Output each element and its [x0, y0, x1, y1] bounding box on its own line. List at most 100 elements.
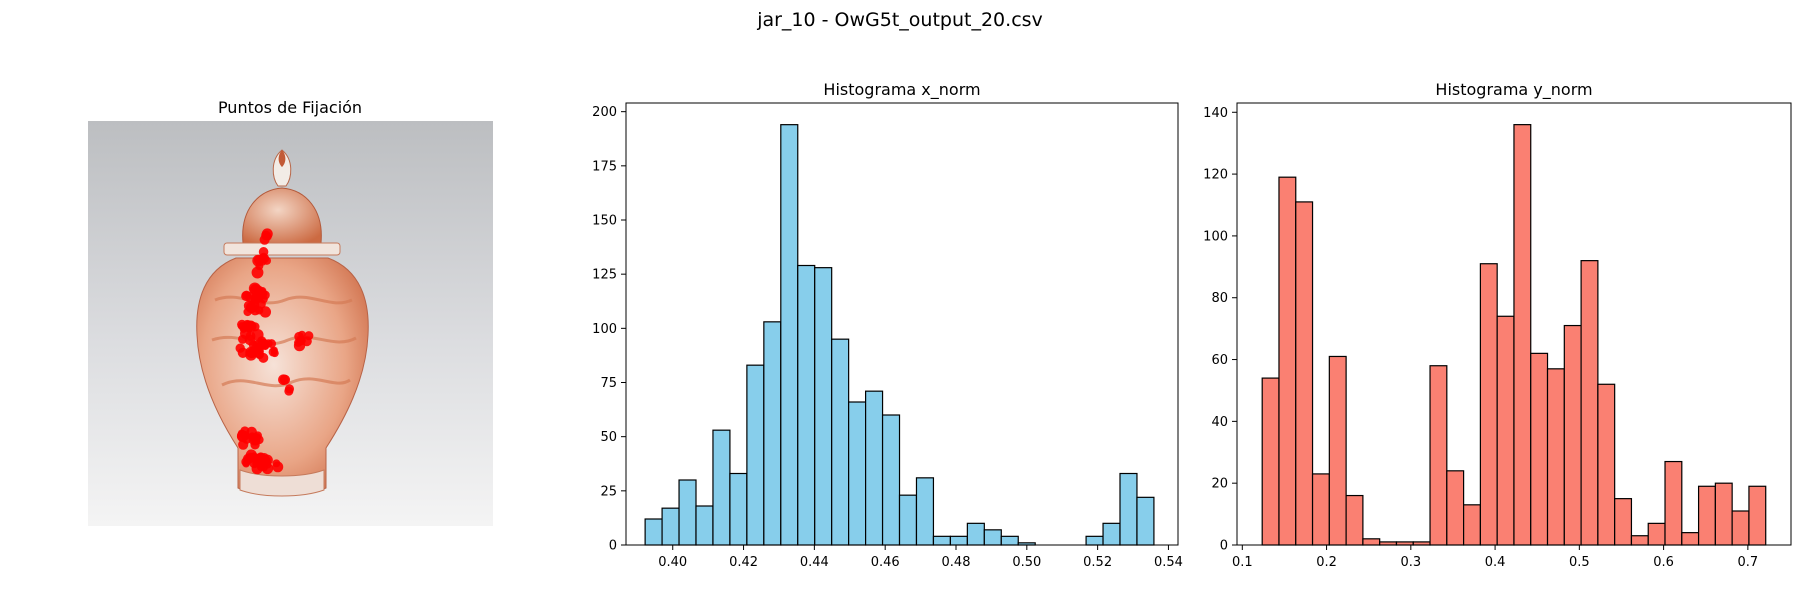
- histogram-x-norm: Histograma x_norm 0.40 0.42 0.44 0.46 0.48 0.…: [592, 80, 1183, 570]
- histogram-bar: [1513, 124, 1532, 546]
- histogram-bar: [1697, 485, 1716, 546]
- fixation-point: [256, 463, 265, 471]
- fixation-point: [279, 374, 291, 385]
- fixation-point: [294, 338, 303, 347]
- histogram-bar: [1463, 504, 1481, 546]
- histogram-bar: [678, 479, 697, 546]
- fixation-point: [249, 458, 259, 469]
- histogram-bar: [1614, 498, 1633, 546]
- histogram-bar: [1748, 485, 1767, 546]
- histogram-bar: [1345, 494, 1364, 546]
- y-tick-label: 200: [592, 105, 617, 120]
- fixation-point: [258, 352, 269, 363]
- fixation-point: [244, 320, 257, 333]
- histogram-bar: [1597, 383, 1616, 546]
- fixation-point: [284, 384, 295, 394]
- fixation-point: [255, 306, 264, 315]
- fixation-point: [243, 300, 255, 312]
- plot-frame: [1236, 102, 1792, 546]
- x-tick-label: 0.5: [1569, 555, 1590, 570]
- histogram-bar: [1563, 324, 1582, 546]
- x-tick-label: 0.52: [1083, 555, 1112, 570]
- fixation-point: [257, 456, 267, 466]
- jar-image: [88, 121, 493, 526]
- jar-lid: [242, 187, 322, 244]
- y-tick-label: 150: [592, 214, 617, 229]
- histogram-bar: [712, 429, 731, 546]
- histogram-bar: [729, 472, 748, 546]
- fixation-point: [267, 339, 277, 348]
- x-tick-label: 0.54: [1154, 555, 1183, 570]
- y-tick-label: 60: [1211, 353, 1228, 368]
- jar-foot: [239, 469, 325, 497]
- histogram-bar: [1630, 535, 1649, 546]
- fixation-point: [240, 426, 250, 436]
- histogram-bar: [1119, 472, 1138, 546]
- histogram-bar: [1000, 535, 1019, 546]
- jar-finial: [272, 149, 292, 187]
- histogram-bar: [1085, 535, 1104, 546]
- histogram-bar: [1362, 538, 1381, 546]
- histogram-bar: [1681, 532, 1700, 546]
- x-tick-label: 0.44: [800, 555, 829, 570]
- x-tick-label: 0.46: [871, 555, 900, 570]
- y-tick-label: 25: [600, 484, 617, 499]
- fixation-point: [304, 331, 314, 341]
- y-tick-label: 50: [600, 430, 617, 445]
- histogram-bar: [983, 529, 1002, 546]
- histogram-bar: [1446, 470, 1465, 546]
- histogram-bar: [661, 507, 680, 546]
- histogram-bar: [966, 522, 985, 546]
- y-tick-label: 120: [1203, 168, 1228, 183]
- jar-finial-tip: [278, 150, 286, 167]
- y-tick-label: 75: [600, 376, 617, 391]
- jar-lid-rim: [223, 242, 341, 256]
- fixation-point: [241, 291, 252, 302]
- x-tick-label: 0.2: [1316, 555, 1337, 570]
- histogram-bar: [1530, 352, 1549, 546]
- histogram-bar: [831, 338, 850, 546]
- histogram-bar: [1311, 473, 1330, 546]
- x-tick-label: 0.3: [1400, 555, 1421, 570]
- histogram-bar: [1664, 460, 1683, 546]
- histogram-bar: [780, 124, 799, 546]
- histogram-x-title: Histograma x_norm: [823, 80, 980, 100]
- histogram-bar: [746, 364, 765, 546]
- histogram-bar: [1580, 260, 1599, 546]
- x-tick-label: 0.4: [1485, 555, 1506, 570]
- histogram-y-title: Histograma y_norm: [1435, 80, 1592, 100]
- fixation-point: [253, 431, 262, 440]
- figure-title: jar_10 - OwG5t_output_20.csv: [756, 9, 1043, 31]
- histogram-bar: [898, 494, 918, 546]
- x-tick-label: 0.1: [1232, 555, 1253, 570]
- fixation-point: [272, 459, 281, 468]
- histogram-bar: [1102, 522, 1121, 546]
- histogram-bar: [1136, 496, 1155, 546]
- x-tick-label: 0.6: [1653, 555, 1674, 570]
- x-tick-label: 0.42: [729, 555, 758, 570]
- histogram-bar: [1647, 522, 1666, 546]
- jar-pattern: [211, 295, 357, 388]
- fixation-panel-title: Puntos de Fijación: [218, 98, 362, 117]
- histogram-y-norm: Histograma y_norm 0.1 0.2 0.3 0.4 0.5 0.6 0.7 0…: [1203, 80, 1792, 570]
- fixation-point: [249, 283, 261, 296]
- histogram-bar: [1479, 263, 1498, 546]
- fixation-points: [235, 228, 314, 475]
- y-tick-label: 125: [592, 268, 617, 283]
- fixation-point: [257, 338, 268, 349]
- histogram-bar: [814, 267, 833, 546]
- histogram-bar: [848, 401, 867, 546]
- histogram-bar: [1496, 315, 1515, 546]
- histogram-bar: [1731, 510, 1750, 546]
- histogram-bar: [763, 321, 782, 546]
- fixation-point: [258, 287, 267, 295]
- histogram-bar: [1714, 482, 1733, 546]
- histogram-bar: [1546, 368, 1565, 546]
- y-tick-label: 20: [1211, 477, 1228, 492]
- fixation-panel: Puntos de Fijación: [88, 98, 493, 526]
- histogram-bar: [915, 477, 935, 546]
- x-tick-label: 0.50: [1012, 555, 1041, 570]
- x-tick-label: 0.48: [942, 555, 971, 570]
- histogram-bar: [865, 390, 884, 546]
- histogram-bar: [1278, 176, 1297, 546]
